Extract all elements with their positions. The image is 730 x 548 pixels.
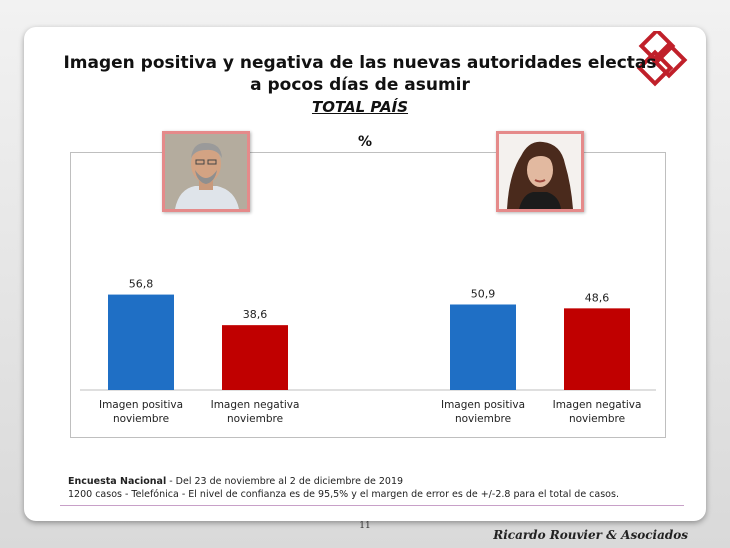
footnote-dates: - Del 23 de noviembre al 2 de diciembre … <box>166 476 404 487</box>
page-number: 11 <box>359 521 371 531</box>
data-label-4: 48,6 <box>585 291 610 304</box>
bar-chart: 56,8 Imagen positiva noviembre 38,6 Imagen n… <box>80 278 656 425</box>
footer-divider <box>60 505 684 506</box>
footnote: Encuesta Nacional - Del 23 de noviembre … <box>68 475 619 501</box>
y-unit-label: % <box>357 134 373 150</box>
bar-1 <box>222 325 288 390</box>
chart-subtitle: TOTAL PAÍS <box>311 98 409 116</box>
portrait-woman-icon <box>496 131 584 212</box>
category-label-0: Imagen positiva noviembre <box>99 399 183 425</box>
brand-name: Ricardo Rouvier & Asociados <box>493 528 688 542</box>
chart-title: Imagen positiva y negativa de las nuevas… <box>63 53 657 95</box>
portrait-man-icon <box>162 131 250 212</box>
category-label-1: Imagen negativa noviembre <box>211 399 300 425</box>
bar-0 <box>108 294 174 390</box>
data-label-1: 38,6 <box>243 308 268 321</box>
data-label-0: 56,8 <box>129 278 154 291</box>
footnote-survey-name: Encuesta Nacional <box>68 476 167 487</box>
diamond-logo-icon <box>636 31 688 87</box>
category-label-3: Imagen positiva noviembre <box>441 399 525 425</box>
bar-4 <box>564 308 630 390</box>
category-label-4: Imagen negativa noviembre <box>553 399 642 425</box>
data-label-3: 50,9 <box>471 287 496 300</box>
bar-3 <box>450 304 516 390</box>
footnote-methodology: 1200 casos - Telefónica - El nivel de co… <box>68 489 619 500</box>
